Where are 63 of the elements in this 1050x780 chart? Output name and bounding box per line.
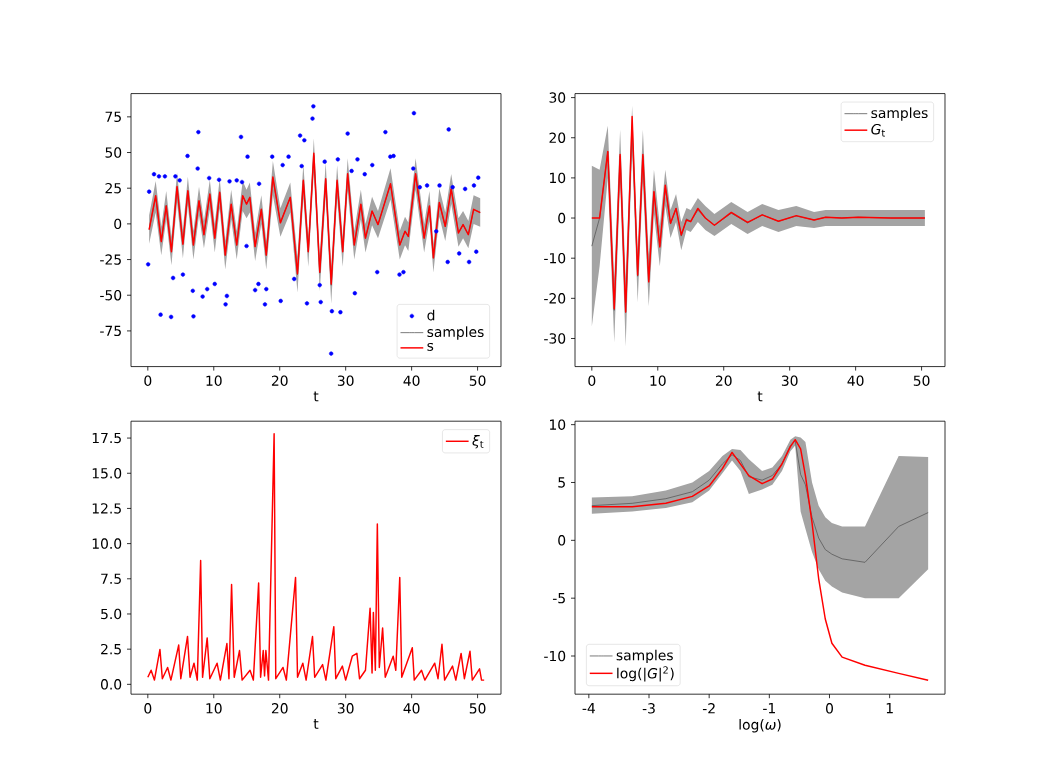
y-tick-label: 20 [549, 132, 566, 143]
x-tick-label: 40 [403, 375, 420, 386]
y-tick-label: 5.0 [101, 608, 122, 620]
x-axis-title: log(ω) [739, 719, 781, 733]
x-tick-label: 20 [715, 375, 732, 386]
y-tick-label: 75 [105, 111, 121, 122]
y-tick-label: 0 [114, 218, 122, 230]
y-tick-label: 15.0 [92, 468, 122, 479]
x-tick-label: 50 [913, 375, 930, 386]
x-tick-label: 30 [337, 375, 354, 386]
y-tick-label: -50 [100, 289, 122, 301]
y-tick-label: 0 [558, 535, 566, 546]
legend-label: log(|G|$^{2}$) [617, 666, 674, 682]
y-tick-label: -30 [544, 333, 566, 344]
y-tick-label: -75 [100, 325, 121, 337]
x-tick-label: -1 [763, 703, 775, 714]
y-tick-label: 30 [549, 92, 566, 103]
y-tick-label: -10 [544, 650, 566, 662]
y-tick-label: 12.5 [92, 503, 121, 514]
x-tick-label: -3 [642, 703, 655, 714]
legend-label: samples [427, 326, 484, 340]
x-tick-label: 0 [144, 703, 152, 714]
x-tick-label: -2 [702, 703, 715, 714]
x-tick-label: 30 [781, 375, 798, 386]
x-tick-label: 30 [337, 703, 354, 714]
legend-label: d [427, 309, 435, 321]
x-tick-label: 20 [271, 703, 288, 714]
y-tick-label: 17.5 [92, 432, 121, 444]
x-axis-title: t [313, 391, 319, 402]
y-tick-label: 7.5 [101, 573, 121, 584]
legend-label: samples [871, 107, 928, 121]
y-tick-label: -20 [544, 293, 566, 304]
x-tick-label: 10 [206, 703, 222, 714]
y-tick-label: 10 [550, 419, 566, 430]
y-tick-label: 2.5 [101, 643, 121, 655]
y-tick-label: 10 [550, 172, 566, 184]
y-tick-label: -10 [544, 252, 566, 264]
x-tick-label: 0 [588, 375, 596, 386]
x-axis-title: t [757, 391, 763, 402]
legend-label: G$_{t}$ [871, 123, 885, 137]
x-tick-label: 20 [271, 375, 288, 386]
y-tick-label: 5 [558, 477, 565, 488]
y-tick-label: 25 [105, 182, 121, 194]
x-tick-label: 50 [469, 375, 486, 386]
x-axis-title: t [313, 719, 319, 729]
x-tick-label: 0 [826, 703, 833, 714]
x-tick-label: 50 [469, 703, 486, 714]
y-tick-label: -25 [100, 254, 121, 265]
x-tick-label: 1 [886, 703, 893, 714]
x-tick-label: 10 [206, 375, 222, 386]
y-tick-label: 0.0 [100, 679, 122, 690]
y-tick-label: 10.0 [92, 538, 122, 549]
y-tick-label: 50 [105, 147, 122, 158]
x-tick-label: 40 [847, 375, 864, 386]
x-tick-label: 0 [144, 375, 152, 386]
y-tick-label: 0 [558, 212, 566, 224]
legend-label: samples [616, 649, 673, 664]
x-tick-label: 10 [650, 375, 666, 386]
x-tick-label: -4 [582, 703, 595, 714]
legend-label: s [427, 342, 434, 351]
x-tick-label: 40 [403, 703, 420, 714]
y-tick-label: -5 [552, 593, 565, 604]
legend-label: ξ$_{t}$ [472, 434, 484, 449]
